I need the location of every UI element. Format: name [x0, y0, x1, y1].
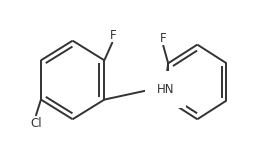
Text: Cl: Cl: [30, 117, 42, 130]
Text: HN: HN: [157, 83, 174, 96]
Text: F: F: [110, 29, 117, 42]
Text: F: F: [160, 32, 167, 45]
